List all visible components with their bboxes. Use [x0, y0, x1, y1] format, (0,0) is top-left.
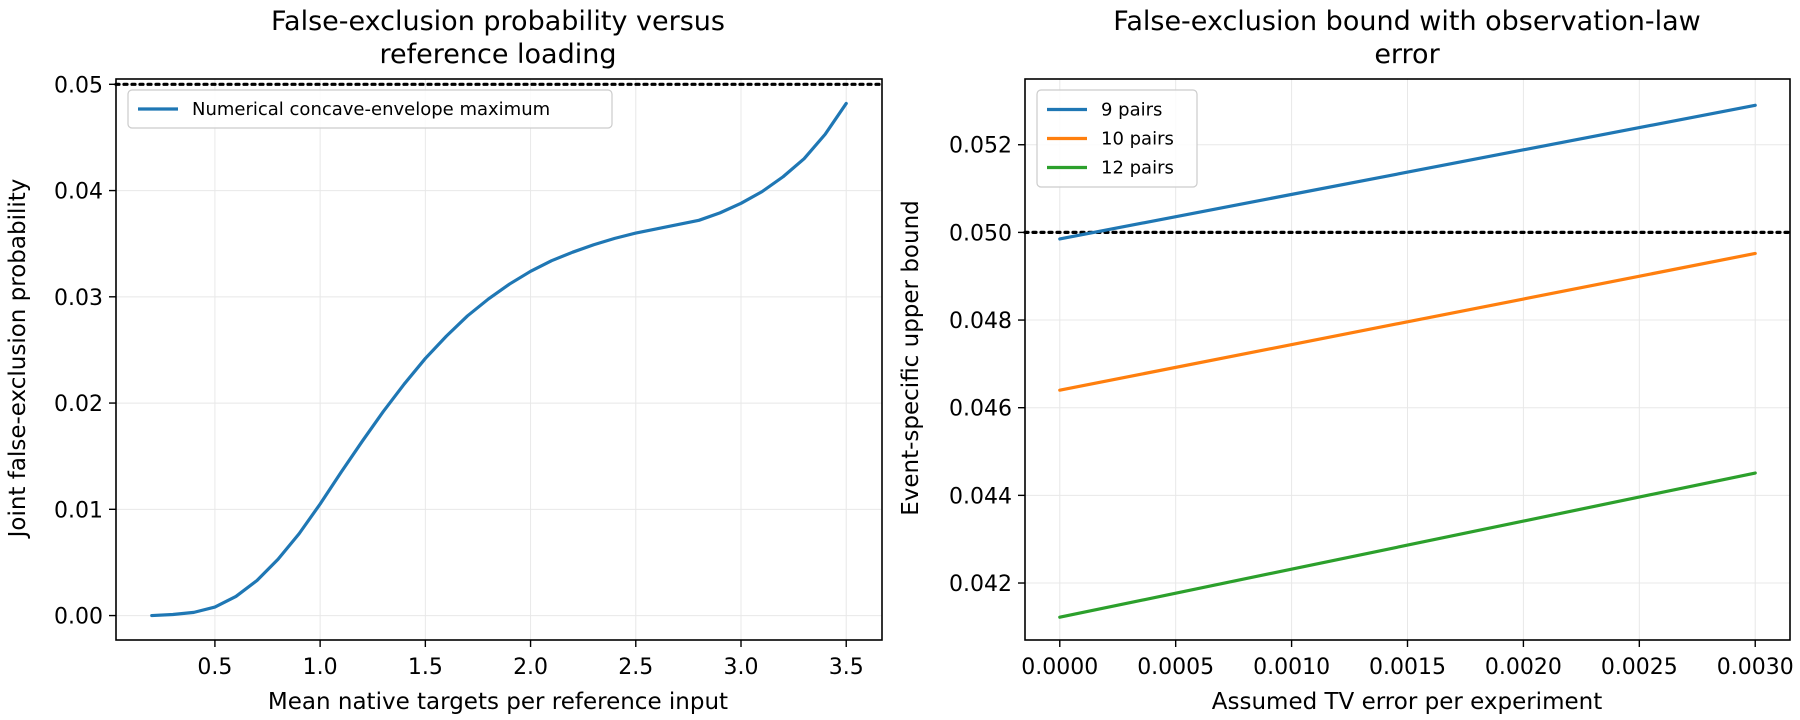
chart-right-title-line-1: False-exclusion bound with observation-l… — [1113, 6, 1700, 37]
chart-right-series-line-1 — [1058, 103, 1757, 241]
chart-right-x-tick-label: 0.0010 — [1253, 655, 1330, 680]
chart-right-y-tick-label: 0.042 — [949, 572, 1012, 597]
chart-left-y-tick-label: 0.03 — [54, 286, 103, 311]
chart-left-y-tick-label: 0.04 — [54, 180, 103, 205]
chart-left-legend-label: Numerical concave-envelope maximum — [192, 99, 550, 120]
chart-right-x-tick-label: 0.0025 — [1601, 655, 1678, 680]
chart-right-legend — [1036, 89, 1198, 188]
chart-left: False-exclusion probability versus refer… — [5, 6, 884, 715]
chart-left-x-tick-label: 0.5 — [197, 655, 232, 680]
chart-left-x-tick-label: 1.0 — [303, 655, 338, 680]
chart-right-x-tick-label: 0.0020 — [1485, 655, 1562, 680]
chart-left-x-tick-label: 1.5 — [408, 655, 443, 680]
chart-left-title-line-2: reference loading — [380, 39, 617, 70]
chart-left-x-tick-label: 3.5 — [829, 655, 864, 680]
chart-right-legend-label: 9 pairs — [1101, 100, 1162, 121]
chart-right-y-tick-label: 0.048 — [949, 309, 1012, 334]
chart-right-x-axis-label: Assumed TV error per experiment — [1212, 689, 1602, 715]
chart-left-x-tick-label: 3.0 — [724, 655, 759, 680]
chart-right-x-tick-label: 0.0000 — [1021, 655, 1098, 680]
chart-right-y-tick-label: 0.050 — [949, 221, 1012, 246]
chart-right-x-tick-label: 0.0015 — [1369, 655, 1446, 680]
chart-right-series-line-2 — [1058, 251, 1757, 392]
chart-right-legend-label: 12 pairs — [1101, 158, 1174, 179]
chart-right-y-axis-label: Event-specific upper bound — [898, 200, 924, 516]
chart-right-y-tick-label: 0.052 — [949, 134, 1012, 159]
chart-left-x-tick-label: 2.0 — [513, 655, 548, 680]
chart-left-series-line-1 — [150, 101, 848, 618]
chart-left-y-tick-label: 0.05 — [54, 73, 103, 98]
chart-right-y-tick-label: 0.046 — [949, 397, 1012, 422]
chart-right-y-tick-label: 0.044 — [949, 484, 1012, 509]
chart-right-title-line-2: error — [1374, 39, 1440, 70]
chart-right-x-tick-label: 0.0005 — [1137, 655, 1214, 680]
chart-right-series-line-3 — [1058, 471, 1757, 619]
chart-left-title-line-1: False-exclusion probability versus — [271, 6, 725, 37]
chart-left-y-tick-label: 0.00 — [54, 605, 103, 630]
chart-right: False-exclusion bound with observation-l… — [898, 6, 1794, 715]
chart-right-legend-label: 10 pairs — [1101, 129, 1174, 150]
chart-right-x-tick-label: 0.0030 — [1717, 655, 1794, 680]
chart-left-x-tick-label: 2.5 — [618, 655, 653, 680]
chart-left-legend — [127, 89, 613, 129]
chart-left-x-axis-label: Mean native targets per reference input — [268, 689, 728, 715]
chart-left-plot-frame — [115, 78, 883, 641]
chart-left-y-axis-label: Joint false-exclusion probability — [5, 179, 31, 540]
chart-left-y-tick-label: 0.01 — [54, 498, 103, 523]
chart-left-y-tick-label: 0.02 — [54, 392, 103, 417]
